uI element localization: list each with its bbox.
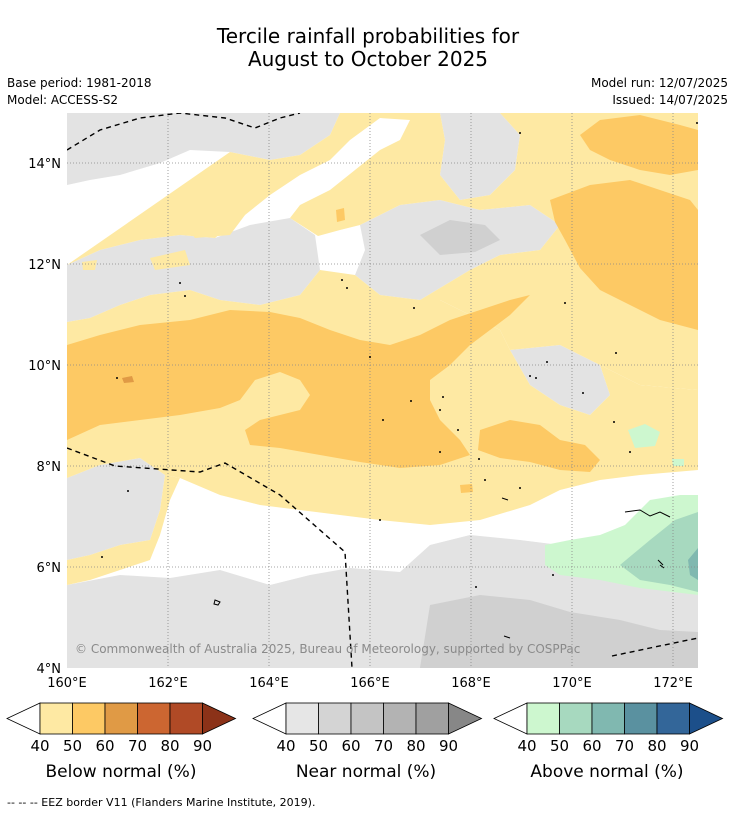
eez-borders xyxy=(67,113,698,668)
colorbar-tick-label: 70 xyxy=(374,737,393,755)
colorbar-2: 40 50 60 70 80 90 xyxy=(493,702,724,755)
colorbar-segment xyxy=(415,702,449,735)
near-normal-regions xyxy=(67,113,698,668)
island-outlines xyxy=(213,497,671,639)
colorbar-tick-label: 40 xyxy=(30,737,49,755)
colorbar-extend-low xyxy=(6,702,41,735)
colorbar-tick-label: 80 xyxy=(647,737,666,755)
near-normal-darker xyxy=(420,220,698,668)
longitude-labels: 160°E 162°E 164°E 166°E 168°E 170°E 172°… xyxy=(47,676,693,691)
lon-label: 160°E xyxy=(47,676,87,691)
colorbar-segment xyxy=(383,702,417,735)
lon-label: 162°E xyxy=(148,676,188,691)
island-dots xyxy=(101,122,698,588)
base-period: Base period: 1981-2018 xyxy=(7,76,152,90)
colorbar-segment xyxy=(350,702,384,735)
colorbar-segment xyxy=(318,702,352,735)
colorbar-label-below: Below normal (%) xyxy=(45,762,197,782)
colorbars: 40 50 60 70 80 90 40 50 60 70 80 90 40 50 60 70 80 90 xyxy=(6,702,724,755)
colorbar-tick-label: 40 xyxy=(517,737,536,755)
colorbar-0: 40 50 60 70 80 90 xyxy=(6,702,237,755)
model-name: Model: ACCESS-S2 xyxy=(7,93,119,107)
lat-label: 8°N xyxy=(37,460,62,475)
latitude-labels: 14°N 12°N 10°N 8°N 6°N 4°N xyxy=(28,157,61,677)
colorbar-segment xyxy=(591,702,625,735)
colorbar-extend-high xyxy=(448,702,483,735)
colorbar-segment xyxy=(559,702,593,735)
colorbar-tick-label: 50 xyxy=(63,737,82,755)
lon-label: 168°E xyxy=(451,676,491,691)
colorbar-segment xyxy=(656,702,690,735)
issued-date: Issued: 14/07/2025 xyxy=(612,93,728,107)
colorbar-label-above: Above normal (%) xyxy=(530,762,684,782)
colorbar-segment xyxy=(169,702,203,735)
above-normal-50-regions xyxy=(620,512,698,592)
colorbar-tick-label: 70 xyxy=(615,737,634,755)
colorbar-segment xyxy=(624,702,658,735)
colorbar-segment xyxy=(285,702,319,735)
copyright-notice: © Commonwealth of Australia 2025, Bureau… xyxy=(75,642,580,656)
lat-label: 14°N xyxy=(28,157,61,172)
colorbar-extend-low xyxy=(493,702,528,735)
eez-footnote: -- -- -- EEZ border V11 (Flanders Marine… xyxy=(7,796,316,809)
colorbar-tick-label: 90 xyxy=(439,737,458,755)
colorbar-tick-label: 60 xyxy=(341,737,360,755)
lat-label: 4°N xyxy=(37,662,62,677)
below-normal-60-regions xyxy=(122,376,134,383)
gridlines xyxy=(67,113,698,668)
model-run: Model run: 12/07/2025 xyxy=(590,76,728,90)
lat-label: 10°N xyxy=(28,359,61,374)
colorbar-segment xyxy=(104,702,138,735)
map-title-line2: August to October 2025 xyxy=(247,47,489,71)
lat-label: 12°N xyxy=(28,258,61,273)
colorbar-1: 40 50 60 70 80 90 xyxy=(252,702,483,755)
colorbar-tick-label: 60 xyxy=(582,737,601,755)
colorbar-tick-label: 90 xyxy=(680,737,699,755)
below-normal-50-regions xyxy=(67,115,698,493)
lon-label: 170°E xyxy=(552,676,592,691)
colorbar-label-near: Near normal (%) xyxy=(295,762,437,782)
colorbar-tick-label: 40 xyxy=(276,737,295,755)
lon-label: 166°E xyxy=(350,676,390,691)
lon-label: 172°E xyxy=(653,676,693,691)
colorbar-tick-label: 70 xyxy=(128,737,147,755)
above-normal-60-regions xyxy=(688,548,698,580)
colorbar-segment xyxy=(72,702,106,735)
colorbar-extend-high xyxy=(689,702,724,735)
map-plot-area: © Commonwealth of Australia 2025, Bureau… xyxy=(67,113,698,668)
colorbar-tick-label: 80 xyxy=(406,737,425,755)
colorbar-tick-label: 50 xyxy=(309,737,328,755)
colorbar-tick-label: 50 xyxy=(550,737,569,755)
colorbar-extend-low xyxy=(252,702,287,735)
colorbar-extend-high xyxy=(202,702,237,735)
lon-label: 164°E xyxy=(249,676,289,691)
map-title-line1: Tercile rainfall probabilities for xyxy=(216,24,520,48)
colorbar-tick-label: 60 xyxy=(95,737,114,755)
colorbar-segment xyxy=(137,702,171,735)
colorbar-tick-label: 80 xyxy=(160,737,179,755)
colorbar-tick-label: 90 xyxy=(193,737,212,755)
lat-label: 6°N xyxy=(37,561,62,576)
colorbar-segment xyxy=(526,702,560,735)
colorbar-segment xyxy=(39,702,73,735)
